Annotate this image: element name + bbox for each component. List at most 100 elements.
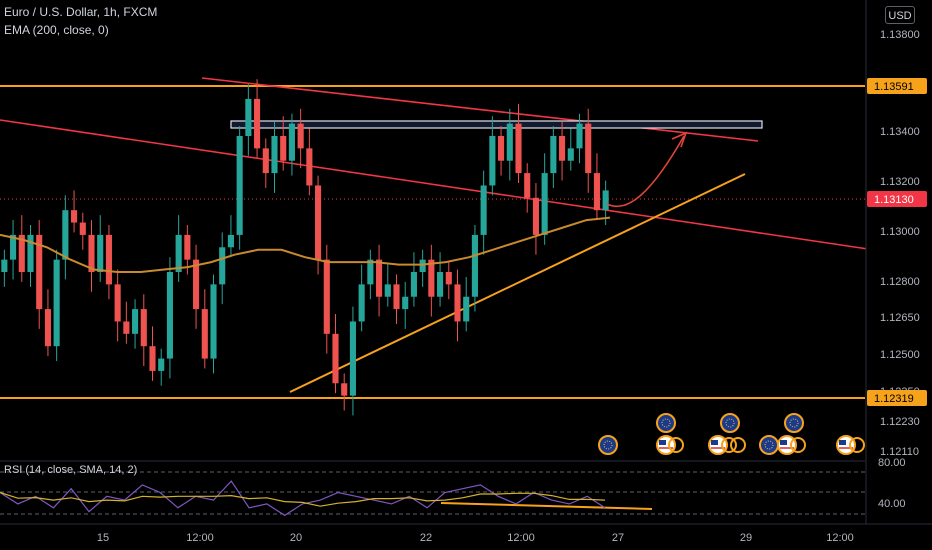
descending-trendline-top[interactable] — [201, 77, 759, 142]
chart-symbol-title[interactable]: Euro / U.S. Dollar, 1h, FXCM — [4, 5, 158, 19]
candle-body — [437, 272, 444, 297]
y-tick: 1.12500 — [880, 349, 920, 361]
candle-body — [515, 123, 522, 174]
candle-body — [341, 383, 348, 396]
rsi-line — [0, 480, 606, 517]
candle-body — [428, 259, 435, 297]
candle-body — [332, 333, 339, 384]
candle-body — [349, 321, 356, 396]
rsi-axis-ticks: 80.00 40.00 — [878, 457, 906, 510]
x-tick: 12:00 — [507, 532, 535, 544]
time-axis-ticks: 15 12:00 20 22 12:00 27 29 12:00 — [97, 532, 854, 544]
candle-body — [576, 123, 583, 149]
candle-body — [297, 123, 304, 149]
candle-body — [585, 123, 592, 174]
y-tick: 1.12800 — [880, 276, 920, 288]
candle-body — [532, 197, 539, 235]
candle-body — [132, 309, 139, 334]
x-tick: 20 — [290, 532, 302, 544]
candle-body — [393, 284, 400, 310]
candle-body — [254, 98, 261, 149]
candle-body — [18, 234, 25, 273]
candle-body — [210, 284, 217, 359]
candle-body — [201, 309, 208, 359]
candle-body — [550, 136, 557, 174]
candle-body — [140, 309, 147, 347]
eu-flag-icon[interactable] — [598, 435, 618, 455]
candle-body — [454, 284, 461, 322]
candle-body — [541, 173, 548, 235]
candle-body — [306, 148, 313, 186]
candle-body — [262, 148, 269, 174]
level-label-lower-bg — [867, 390, 927, 406]
eu-flag-icon[interactable] — [784, 413, 804, 433]
projection-arrow[interactable] — [606, 135, 685, 208]
candle-body — [445, 272, 452, 285]
us-flag-icon[interactable] — [777, 435, 806, 455]
candle-body — [323, 259, 330, 334]
candle-body — [44, 309, 51, 347]
candle-body — [97, 234, 104, 273]
candle-body — [489, 136, 496, 186]
eu-flag-icon[interactable] — [759, 435, 779, 455]
resistance-zone-box[interactable] — [230, 120, 763, 129]
candle-body — [227, 234, 234, 248]
price-axis-ticks: 1.13800 1.13400 1.13200 1.13000 1.12800 … — [880, 29, 920, 458]
level-label-lower: 1.12319 — [874, 393, 914, 405]
candle-body — [280, 136, 287, 161]
rsi-indicator-label[interactable]: RSI (14, close, SMA, 14, 2) — [4, 464, 138, 476]
candle-body — [10, 234, 17, 260]
us-flag-icon[interactable] — [708, 435, 746, 455]
y-tick: 1.12650 — [880, 312, 920, 324]
eu-flag-icon[interactable] — [656, 413, 676, 433]
candle-body — [105, 234, 112, 285]
eu-flag-icon[interactable] — [720, 413, 740, 433]
y-tick: 1.12230 — [880, 416, 920, 428]
candle-body — [1, 259, 8, 273]
candle-body — [506, 123, 513, 161]
rsi-divergence-line[interactable] — [440, 502, 653, 510]
x-tick: 12:00 — [186, 532, 214, 544]
candle-body — [88, 234, 95, 273]
candle-body — [79, 222, 86, 235]
candle-body — [358, 284, 365, 322]
candle-body — [27, 234, 34, 273]
candle-body — [175, 234, 182, 273]
candle-body — [62, 210, 69, 260]
candle-body — [376, 259, 383, 297]
descending-trendline-mid[interactable] — [0, 119, 869, 250]
us-flag-icon[interactable] — [836, 435, 865, 455]
ema-200-line — [0, 216, 611, 273]
candle-body — [288, 123, 295, 161]
rsi-sma-line — [0, 491, 606, 507]
y-tick: 1.13400 — [880, 126, 920, 138]
candle-body — [193, 259, 200, 310]
candle-body — [158, 358, 165, 371]
candle-body — [71, 210, 78, 223]
candles-layer — [1, 79, 609, 416]
x-tick: 22 — [420, 532, 432, 544]
candle-body — [524, 173, 531, 198]
y-tick: 1.13000 — [880, 226, 920, 238]
candle-body — [419, 259, 426, 273]
candle-body — [184, 234, 191, 260]
x-tick: 15 — [97, 532, 109, 544]
candle-body — [219, 247, 226, 285]
y-tick: 1.12110 — [880, 446, 919, 458]
y-tick: 1.13200 — [880, 176, 920, 188]
candle-body — [367, 259, 374, 285]
rsi-tick: 40.00 — [878, 498, 906, 510]
candle-body — [559, 136, 566, 161]
candle-body — [498, 136, 505, 161]
candle-body — [123, 321, 130, 334]
currency-button[interactable]: USD — [885, 6, 915, 24]
rsi-tick: 80.00 — [878, 457, 906, 469]
ema-indicator-label[interactable]: EMA (200, close, 0) — [4, 23, 109, 37]
candle-body — [593, 173, 600, 211]
candle-body — [480, 185, 487, 235]
candle-body — [36, 234, 43, 310]
level-label-upper-bg — [867, 78, 927, 94]
us-flag-icon[interactable] — [656, 435, 684, 455]
ascending-trendline[interactable] — [289, 173, 746, 393]
